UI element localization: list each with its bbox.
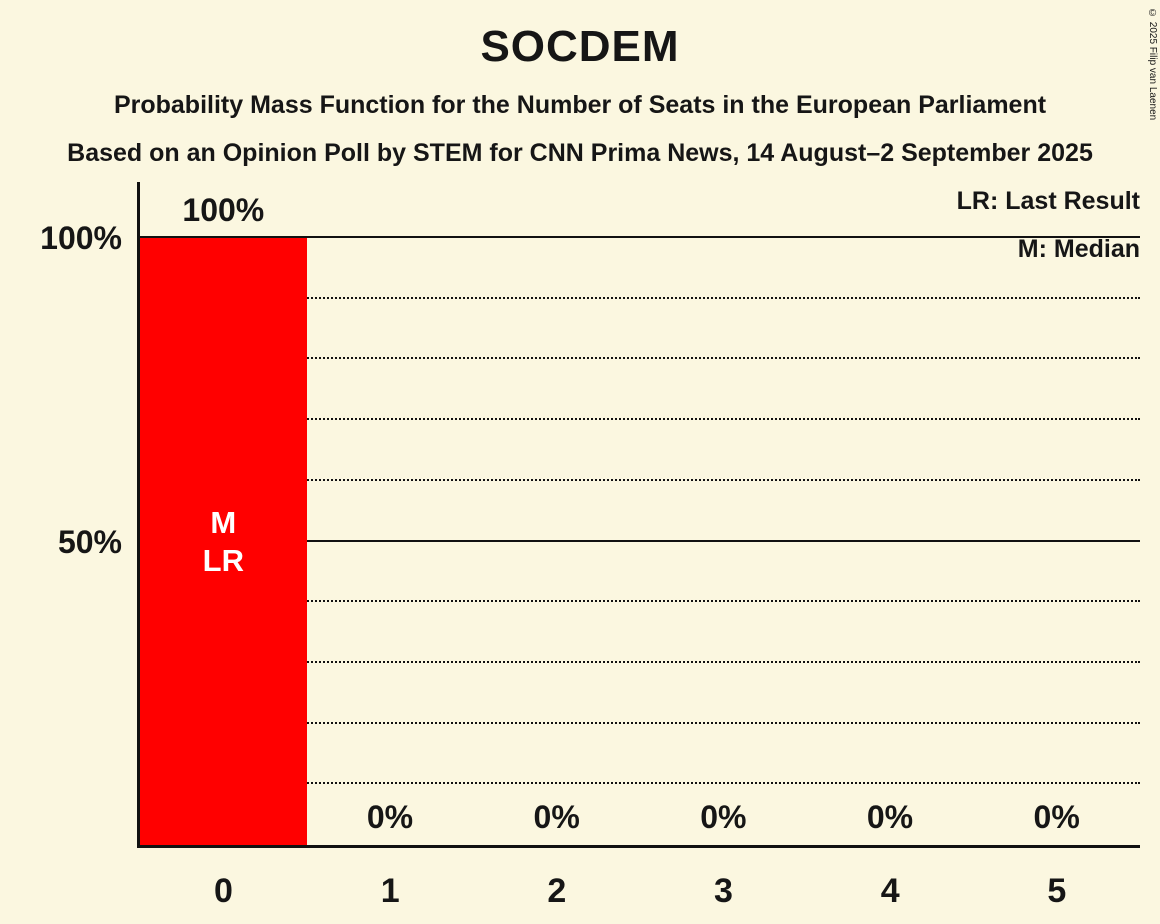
- chart-subtitle: Probability Mass Function for the Number…: [113, 91, 1047, 119]
- value-label-3: 0%: [700, 799, 747, 835]
- y-axis-label-100: 100%: [40, 220, 122, 256]
- gridline-60: [140, 478, 1140, 481]
- gridline-40: [140, 600, 1140, 603]
- gridline-10: [140, 782, 1140, 785]
- copyright-note: © 2025 Filip van Laenen: [1147, 8, 1158, 121]
- x-axis-label-2: 2: [547, 872, 567, 910]
- x-axis-label-4: 4: [880, 872, 900, 910]
- bar-0: M LR: [140, 238, 307, 845]
- bar-annotation-0: M LR: [202, 504, 244, 578]
- y-axis-label-50: 50%: [57, 524, 122, 560]
- bar-slot-1: 0%: [307, 238, 474, 845]
- legend-median: M: Median: [1017, 235, 1140, 263]
- plot-area: M LR 100% 0% 0% 0% 0% 0%: [140, 192, 1140, 845]
- gridline-70: [140, 418, 1140, 421]
- x-axis-label-5: 5: [1047, 872, 1067, 910]
- x-axis-label-3: 3: [714, 872, 733, 910]
- value-label-2: 0%: [533, 799, 580, 835]
- gridline-50: [140, 539, 1140, 542]
- gridline-90: [140, 296, 1140, 299]
- gridline-80: [140, 357, 1140, 360]
- gridline-20: [140, 721, 1140, 724]
- gridline-100: [140, 236, 1140, 238]
- y-axis: [137, 182, 140, 848]
- legend-last-result: LR: Last Result: [956, 187, 1140, 215]
- chart-title: SOCDEM: [480, 22, 680, 71]
- chart-source-line: Based on an Opinion Poll by STEM for CNN…: [67, 139, 1093, 167]
- x-axis: [137, 845, 1140, 848]
- x-axis-label-1: 1: [380, 872, 400, 910]
- x-axis-label-0: 0: [214, 872, 233, 910]
- value-label-4: 0%: [866, 799, 914, 835]
- bar-slot-2: 0%: [473, 238, 640, 845]
- value-label-5: 0%: [1033, 799, 1080, 835]
- value-label-0: 100%: [182, 192, 265, 228]
- bar-slot-0: M LR 100%: [140, 192, 307, 845]
- gridline-30: [140, 660, 1140, 663]
- value-label-1: 0%: [366, 799, 414, 835]
- bar-slot-3: 0%: [640, 238, 807, 845]
- bar-slot-4: 0%: [807, 238, 974, 845]
- bar-slot-5: 0%: [973, 238, 1140, 845]
